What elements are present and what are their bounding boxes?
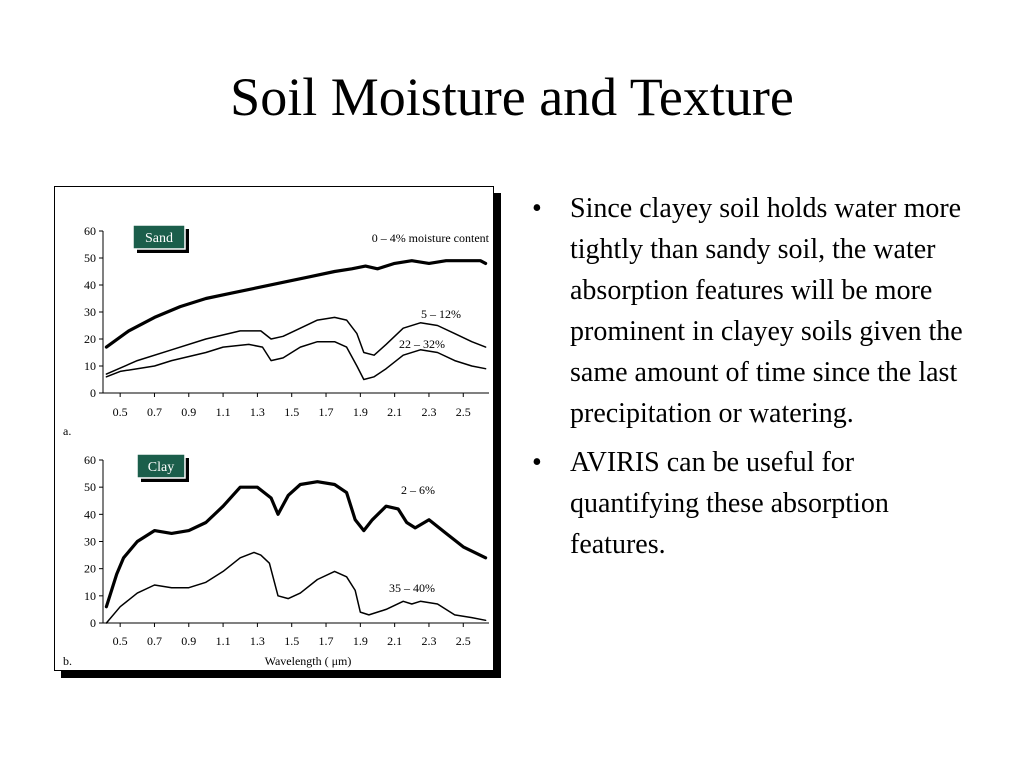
series-label: 0 – 4% moisture content	[372, 231, 490, 245]
soil-type-tag-label: Clay	[148, 460, 174, 475]
x-tick-label: 1.1	[216, 405, 231, 419]
y-tick-label: 60	[84, 224, 96, 238]
x-tick-label: 1.3	[250, 405, 265, 419]
series-label: 35 – 40%	[389, 581, 435, 595]
y-tick-label: 0	[90, 616, 96, 630]
spectral-figure: 0 10 20 30 40 50 60 0.5 0.7 0.9 1.1 1.3 1.5 1.7 1.9 2.1…	[54, 186, 494, 671]
x-tick-label: 1.3	[250, 634, 265, 648]
x-tick-label: 2.1	[387, 405, 402, 419]
y-tick-label: 20	[84, 332, 96, 346]
x-tick-label: 0.9	[181, 634, 196, 648]
x-tick-label: 1.7	[319, 634, 334, 648]
x-tick-label: 1.7	[319, 405, 334, 419]
y-tick-label: 30	[84, 535, 96, 549]
y-tick-label: 50	[84, 251, 96, 265]
x-tick-label: 0.7	[147, 405, 162, 419]
y-tick-label: 60	[84, 453, 96, 467]
y-tick-label: 50	[84, 480, 96, 494]
series-line	[104, 259, 488, 349]
bullet-item: • AVIRIS can be useful for quantifying t…	[530, 442, 970, 565]
bullet-item: • Since clayey soil holds water more tig…	[530, 188, 970, 434]
series-line	[105, 340, 487, 381]
x-tick-label: 1.5	[284, 405, 299, 419]
x-tick-label: 2.3	[421, 634, 436, 648]
series-label: 5 – 12%	[421, 307, 461, 321]
y-tick-label: 30	[84, 305, 96, 319]
x-tick-label: 0.7	[147, 634, 162, 648]
series-line	[105, 551, 487, 624]
series-line	[104, 480, 488, 609]
bullet-marker: •	[532, 447, 542, 478]
soil-type-tag	[132, 224, 186, 250]
bullet-text: Since clayey soil holds water more tight…	[570, 193, 963, 429]
panel-label: b.	[63, 654, 72, 668]
soil-type-tag	[136, 453, 186, 479]
x-tick-label: 0.9	[181, 405, 196, 419]
y-tick-label: 40	[84, 278, 96, 292]
x-tick-label: 1.1	[216, 634, 231, 648]
y-tick-label: 10	[84, 359, 96, 373]
x-tick-label: 2.5	[456, 634, 471, 648]
series-label: 22 – 32%	[399, 337, 445, 351]
x-tick-label: 0.5	[113, 405, 128, 419]
bullet-list: • Since clayey soil holds water more tig…	[530, 188, 970, 573]
panel-label: a.	[63, 424, 71, 438]
series-line	[105, 316, 487, 375]
x-tick-label: 0.5	[113, 634, 128, 648]
x-axis-label: Wavelength ( μm)	[265, 654, 352, 668]
y-tick-label: 20	[84, 562, 96, 576]
soil-type-tag-label: Sand	[145, 231, 173, 246]
series-label: 2 – 6%	[401, 483, 435, 497]
y-tick-label: 40	[84, 507, 96, 521]
x-tick-label: 2.3	[421, 405, 436, 419]
x-tick-label: 1.5	[284, 634, 299, 648]
chart-panel-sand: 0 10 20 30 40 50 60 0.5 0.7 0.9 1.1 1.3 1.5 1.7 1.9 2.1…	[63, 224, 490, 438]
y-tick-label: 10	[84, 589, 96, 603]
x-tick-label: 1.9	[353, 634, 368, 648]
y-tick-label: 0	[90, 386, 96, 400]
bullet-marker: •	[532, 193, 542, 224]
chart-panel-clay: 0 10 20 30 40 50 60 0.5 0.7 0.9 1.1 1.3 1.5 1.7 1.9 2.1…	[63, 453, 489, 668]
x-tick-label: 1.9	[353, 405, 368, 419]
spectral-charts: 0 10 20 30 40 50 60 0.5 0.7 0.9 1.1 1.3 1.5 1.7 1.9 2.1…	[63, 224, 490, 668]
x-tick-label: 2.1	[387, 634, 402, 648]
bullet-text: AVIRIS can be useful for quantifying the…	[570, 447, 889, 560]
x-tick-label: 2.5	[456, 405, 471, 419]
page-title: Soil Moisture and Texture	[230, 67, 794, 127]
